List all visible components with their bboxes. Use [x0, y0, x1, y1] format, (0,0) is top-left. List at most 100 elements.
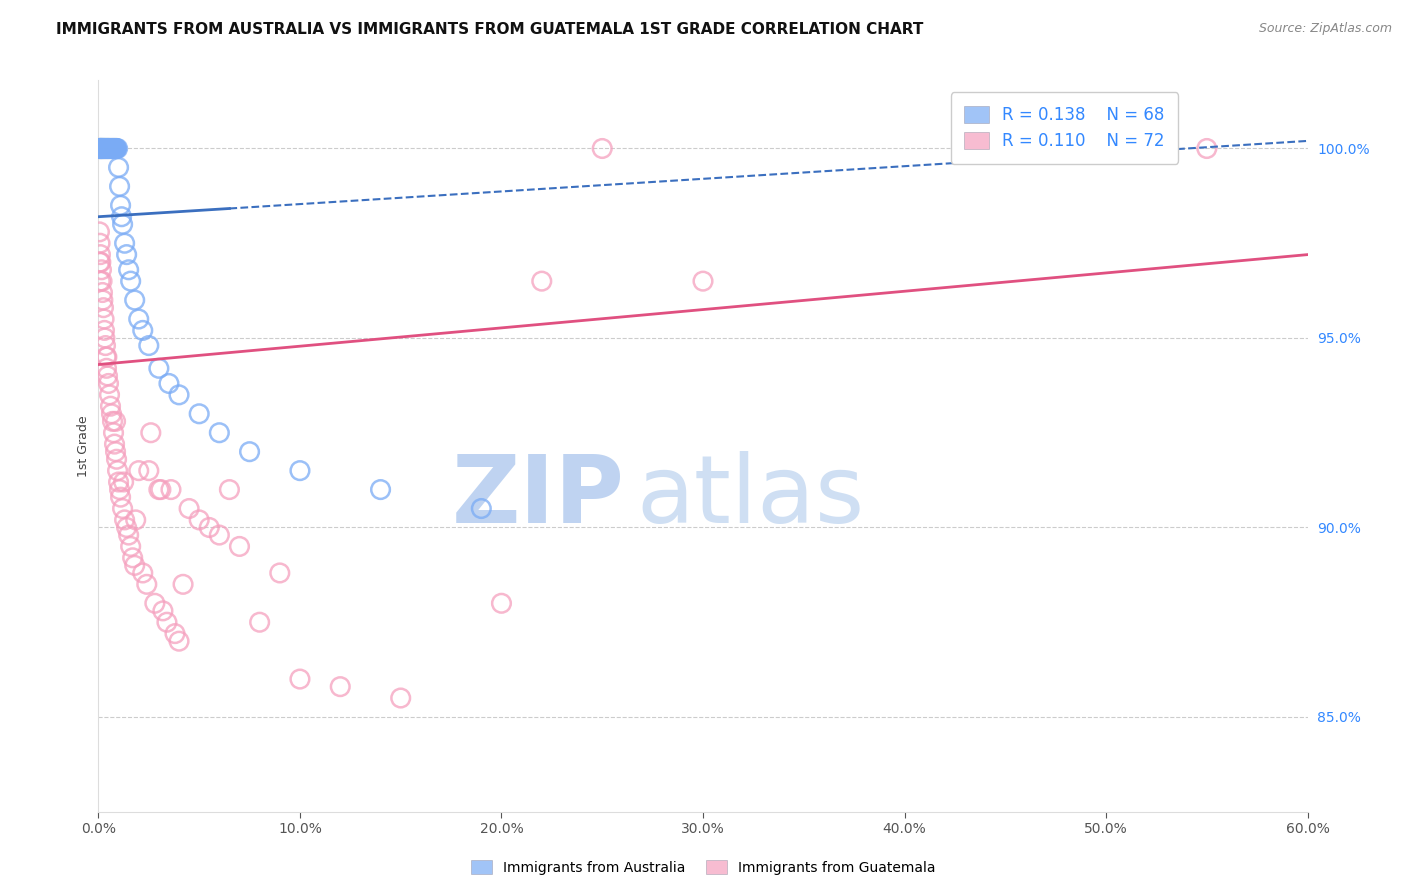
Point [89, 236, 111, 251]
Point [90, 141, 112, 155]
Point [90, 141, 112, 155]
Point [105, 141, 128, 155]
Point [148, 483, 170, 497]
Text: atlas: atlas [637, 451, 865, 543]
Point [91, 285, 114, 300]
Point [172, 577, 194, 591]
Point [91, 141, 114, 155]
Point [96, 141, 118, 155]
Point [93, 323, 115, 337]
Point [89, 274, 111, 288]
Point [288, 672, 311, 686]
Point [470, 501, 492, 516]
Point [149, 483, 172, 497]
Point [167, 634, 190, 648]
Point [97, 141, 120, 155]
Point [249, 615, 271, 630]
Point [93, 141, 115, 155]
Point [100, 141, 122, 155]
Point [104, 444, 127, 458]
Point [132, 323, 155, 337]
Point [103, 141, 125, 155]
Point [156, 615, 179, 630]
Point [491, 596, 513, 610]
Point [91, 274, 114, 288]
Point [90, 141, 112, 155]
Point [103, 437, 125, 451]
Point [96, 368, 118, 383]
Point [107, 475, 129, 489]
Point [93, 312, 115, 326]
Point [100, 407, 122, 421]
Point [103, 425, 125, 440]
Text: Source: ZipAtlas.com: Source: ZipAtlas.com [1258, 22, 1392, 36]
Point [389, 691, 412, 706]
Point [107, 464, 129, 478]
Point [108, 483, 131, 497]
Point [591, 141, 613, 155]
Point [110, 210, 132, 224]
Point [96, 141, 118, 155]
Point [239, 444, 262, 458]
Point [107, 161, 129, 175]
Point [1195, 141, 1218, 155]
Point [121, 550, 143, 565]
Point [101, 414, 124, 428]
Point [269, 566, 291, 580]
Point [100, 141, 122, 155]
Point [105, 141, 128, 155]
Y-axis label: 1st Grade: 1st Grade [77, 415, 90, 477]
Point [104, 141, 127, 155]
Point [163, 626, 186, 640]
Point [93, 141, 115, 155]
Point [160, 483, 183, 497]
Point [89, 255, 111, 269]
Point [208, 528, 231, 542]
Point [89, 141, 111, 155]
Point [98, 388, 121, 402]
Point [128, 312, 150, 326]
Point [94, 141, 117, 155]
Point [97, 141, 120, 155]
Point [120, 274, 142, 288]
Point [91, 141, 114, 155]
Point [94, 331, 117, 345]
Point [198, 520, 221, 534]
Point [94, 141, 117, 155]
Point [152, 604, 174, 618]
Point [101, 141, 124, 155]
Point [97, 141, 120, 155]
Point [120, 540, 142, 554]
Legend: Immigrants from Australia, Immigrants from Guatemala: Immigrants from Australia, Immigrants fr… [465, 855, 941, 880]
Point [101, 141, 124, 155]
Point [100, 141, 122, 155]
Point [124, 558, 146, 573]
Point [101, 141, 124, 155]
Point [139, 425, 162, 440]
Text: ZIP: ZIP [451, 451, 624, 543]
Point [90, 255, 112, 269]
Point [91, 141, 114, 155]
Point [114, 513, 136, 527]
Point [105, 452, 128, 467]
Point [110, 198, 132, 212]
Point [288, 464, 311, 478]
Point [118, 262, 141, 277]
Point [135, 577, 157, 591]
Point [89, 141, 111, 155]
Point [143, 596, 166, 610]
Point [96, 141, 118, 155]
Point [94, 350, 117, 364]
Point [107, 141, 129, 155]
Point [94, 141, 117, 155]
Point [93, 301, 115, 315]
Point [111, 217, 134, 231]
Point [89, 141, 111, 155]
Point [692, 274, 714, 288]
Point [90, 141, 112, 155]
Point [104, 141, 127, 155]
Point [91, 141, 114, 155]
Point [103, 141, 125, 155]
Point [97, 376, 120, 391]
Point [370, 483, 392, 497]
